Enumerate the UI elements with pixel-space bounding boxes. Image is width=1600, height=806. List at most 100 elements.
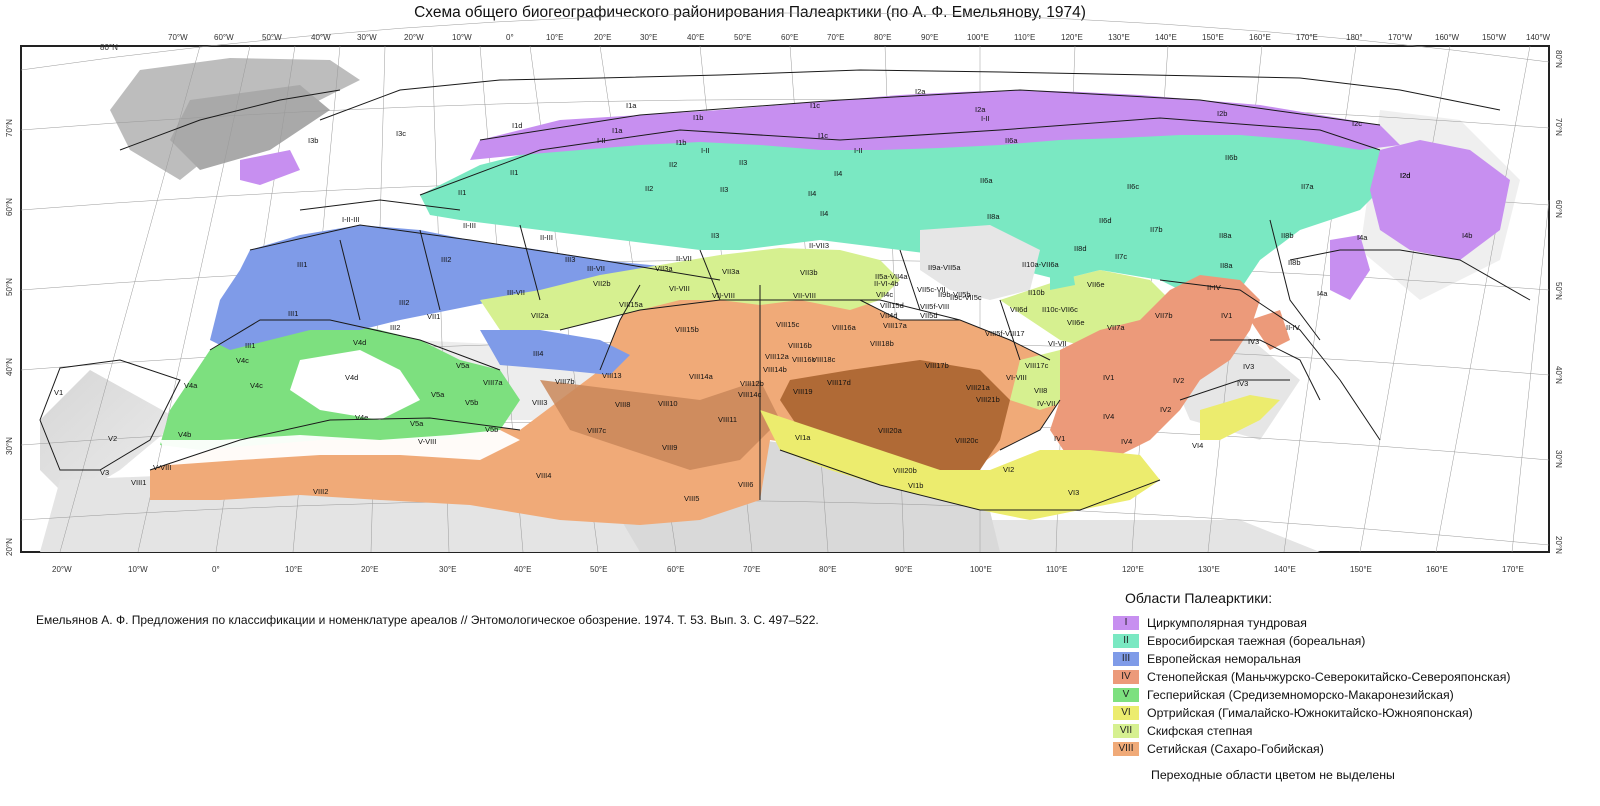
region-label: I1a — [626, 101, 637, 110]
region-label: VIII8 — [615, 400, 630, 409]
region-label: II4 — [820, 209, 828, 218]
tick-bottom: 0° — [212, 565, 220, 574]
region-label: VIII20b — [893, 466, 917, 475]
latitude-ticks-left: 70°N 60°N 50°N 40°N 30°N 20°N — [5, 119, 14, 556]
region-label: VIII13 — [602, 371, 622, 380]
region-label: I1c — [810, 101, 820, 110]
region-label: VIII21b — [976, 395, 1000, 404]
tick-top: 110°E — [1014, 33, 1035, 42]
region-v-interior-fill — [290, 350, 420, 420]
region-label: VIII14b — [763, 365, 787, 374]
region-label: II8a — [1219, 231, 1232, 240]
region-label: V5a — [456, 361, 470, 370]
region-label: I1b — [676, 138, 686, 147]
tick-bottom: 150°E — [1350, 565, 1372, 574]
tick-bottom: 10°E — [285, 565, 302, 574]
region-label: VII6e — [1067, 318, 1085, 327]
region-label: V5b — [485, 425, 498, 434]
region-label: VII5d — [920, 311, 938, 320]
legend: Области Палеарктики: I Циркумполярная тун… — [1113, 590, 1593, 782]
region-label: II2 — [669, 160, 677, 169]
region-label: I2d — [1400, 171, 1410, 180]
region-label: III-VII — [587, 264, 605, 273]
legend-swatch: III — [1113, 652, 1139, 666]
region-fills — [150, 90, 1510, 525]
region-label: II10a-VII6a — [1022, 260, 1060, 269]
legend-item: II Евросибирская таежная (бореальная) — [1113, 632, 1593, 650]
region-label: VIII5f-VIII17 — [985, 329, 1025, 338]
region-label: VII3a — [655, 264, 673, 273]
region-label: I1c — [818, 131, 828, 140]
region-label: II9b-VII5b — [938, 290, 971, 299]
region-label: IV-VII — [1037, 399, 1055, 408]
region-label: VIII17c — [1025, 361, 1049, 370]
legend-item: IV Стенопейская (Маньчжурско-Северокитайс… — [1113, 668, 1593, 686]
region-label: VIII12a — [765, 352, 790, 361]
region-label: VIII5 — [684, 494, 699, 503]
region-label: II10c-VII6c — [1042, 305, 1078, 314]
region-i-greenland-fill — [240, 150, 300, 185]
region-label: II9c-VII5c — [950, 293, 982, 302]
region-label: II9a-VII5a — [928, 263, 961, 272]
tick-top: 10°E — [546, 33, 563, 42]
region-label: VI1a — [795, 433, 811, 442]
region-label: VII7b — [1155, 311, 1173, 320]
region-label: VI-VII — [1048, 339, 1067, 348]
region-label: I-II — [597, 136, 606, 145]
legend-label: Ортрийская (Гималайско-Южнокитайско-Южно… — [1147, 706, 1473, 720]
tick-lat-left: 40°N — [5, 358, 14, 376]
region-vii-fill — [480, 248, 900, 330]
tick-lat-right: 50°N — [1554, 282, 1563, 300]
legend-item: III Европейская неморальная — [1113, 650, 1593, 668]
region-ii-island-fill — [1050, 255, 1075, 290]
region-label: II5a-VII4a — [875, 272, 908, 281]
region-label: VIII16b — [788, 341, 812, 350]
region-label: II3 — [739, 158, 747, 167]
region-labels: I2a I2a I2b I2c I2d I1a I1a I1b I1b I1c … — [54, 87, 1472, 503]
region-boundaries — [39, 69, 1531, 511]
region-label: III1 — [297, 260, 307, 269]
tick-bottom: 100°E — [970, 565, 992, 574]
tick-bottom: 40°E — [514, 565, 531, 574]
tick-top: 60°W — [214, 33, 234, 42]
legend-swatch: VI — [1113, 706, 1139, 720]
region-label: II7c — [1115, 252, 1127, 261]
legend-swatch: VIII — [1113, 742, 1139, 756]
region-label: VIII18c — [812, 355, 836, 364]
region-label: II8b — [1288, 258, 1301, 267]
map-title: Схема общего биогеографического райониро… — [414, 4, 1086, 21]
region-label: II-VI-4b — [874, 279, 899, 288]
region-label: V4c — [250, 381, 263, 390]
tick-bottom: 160°E — [1426, 565, 1448, 574]
region-label: V5a — [431, 390, 445, 399]
region-label: VIII16c — [792, 355, 816, 364]
region-label: VII5c-VII — [917, 285, 946, 294]
region-label: VIII7c — [587, 426, 606, 435]
region-label: I-II — [981, 114, 990, 123]
region-vi-japan-fill — [1200, 395, 1280, 440]
legend-swatch: VII — [1113, 724, 1139, 738]
region-i-kamchatka-fill — [1330, 235, 1370, 300]
region-label: II-VII — [676, 254, 692, 263]
region-label: VIII15b — [675, 325, 699, 334]
region-label: VII4c — [876, 290, 893, 299]
region-label: V3 — [100, 468, 109, 477]
legend-item: VIII Сетийская (Сахаро-Гобийская) — [1113, 740, 1593, 758]
region-label: IV1 — [1103, 373, 1114, 382]
legend-title: Области Палеарктики: — [1125, 590, 1273, 606]
tick-bottom: 170°E — [1502, 565, 1524, 574]
region-label: II4 — [808, 189, 816, 198]
latitude-ticks-right: 80°N 70°N 60°N 50°N 40°N 30°N 20°N — [1554, 50, 1563, 554]
region-label: II-IV — [1286, 323, 1300, 332]
region-label: IV3 — [1243, 362, 1254, 371]
region-label: VIII10 — [658, 399, 678, 408]
region-label: VIII19 — [793, 387, 813, 396]
region-vi-fill — [760, 410, 1160, 520]
region-label: VIII14c — [738, 390, 762, 399]
region-label: V4e — [355, 413, 368, 422]
region-label: VI1b — [908, 481, 923, 490]
legend-label: Скифская степная — [1147, 724, 1253, 738]
region-label: VIII18b — [870, 339, 894, 348]
tick-lat-right: 30°N — [1554, 450, 1563, 468]
legend-items: I Циркумполярная тундровая II Евросибирская… — [1113, 614, 1593, 758]
